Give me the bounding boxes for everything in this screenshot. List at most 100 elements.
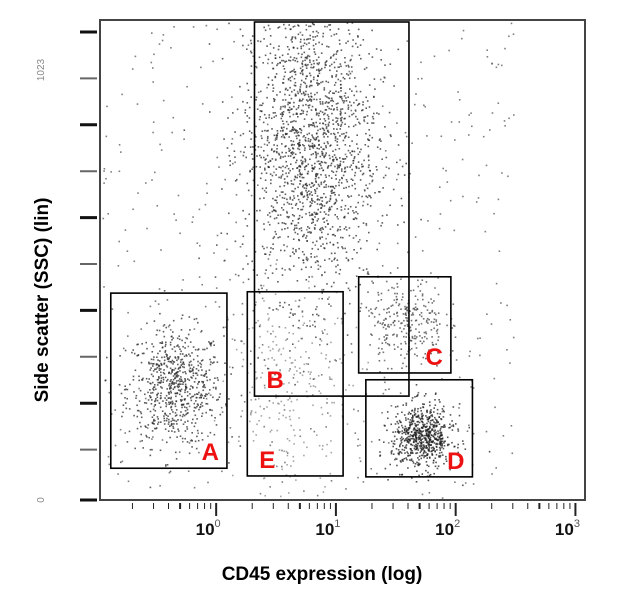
data-point bbox=[250, 50, 252, 53]
data-point bbox=[129, 383, 131, 386]
data-point bbox=[400, 440, 402, 442]
data-point bbox=[340, 317, 343, 320]
data-point bbox=[320, 81, 322, 84]
data-point bbox=[275, 199, 278, 202]
data-point bbox=[127, 311, 129, 314]
data-point bbox=[347, 74, 350, 76]
data-point bbox=[267, 166, 270, 169]
data-point bbox=[408, 438, 410, 441]
data-point bbox=[337, 218, 339, 220]
data-point bbox=[308, 383, 311, 385]
data-point bbox=[388, 311, 390, 313]
data-point bbox=[294, 81, 297, 84]
data-point bbox=[347, 108, 350, 110]
data-point bbox=[324, 259, 326, 261]
data-point bbox=[144, 402, 146, 404]
data-point bbox=[291, 199, 294, 201]
data-point bbox=[386, 311, 388, 314]
data-point bbox=[313, 211, 316, 214]
data-point bbox=[458, 414, 461, 417]
data-point bbox=[290, 180, 293, 182]
data-point bbox=[458, 99, 461, 101]
data-point bbox=[293, 84, 296, 87]
data-point bbox=[405, 417, 407, 419]
data-point bbox=[267, 277, 269, 279]
data-point bbox=[192, 395, 195, 398]
data-point bbox=[324, 123, 327, 126]
data-point bbox=[290, 424, 292, 427]
data-point bbox=[280, 126, 283, 129]
data-point bbox=[372, 117, 375, 120]
data-point bbox=[300, 109, 303, 112]
data-point bbox=[316, 494, 319, 497]
data-point bbox=[351, 45, 354, 48]
data-point bbox=[294, 175, 296, 178]
data-point bbox=[433, 432, 436, 435]
data-point bbox=[287, 101, 290, 104]
data-point bbox=[289, 350, 291, 352]
data-point bbox=[183, 355, 186, 358]
data-point bbox=[309, 158, 311, 161]
data-point bbox=[332, 54, 335, 57]
data-point bbox=[387, 479, 389, 481]
data-point bbox=[392, 334, 394, 336]
data-point bbox=[314, 201, 316, 203]
data-point bbox=[158, 329, 161, 332]
data-point bbox=[282, 59, 285, 62]
data-point bbox=[319, 122, 321, 125]
data-point bbox=[341, 320, 343, 323]
data-point bbox=[402, 460, 404, 462]
data-point bbox=[438, 423, 441, 425]
data-point bbox=[422, 454, 424, 457]
data-point bbox=[305, 390, 308, 393]
data-point bbox=[314, 224, 317, 226]
data-point bbox=[449, 455, 452, 457]
data-point bbox=[276, 465, 278, 468]
data-point bbox=[424, 429, 427, 431]
data-point bbox=[332, 233, 335, 236]
data-point bbox=[424, 105, 426, 108]
data-point bbox=[280, 166, 282, 169]
data-point bbox=[196, 374, 199, 376]
data-point bbox=[266, 154, 269, 157]
data-point bbox=[357, 476, 359, 479]
data-point bbox=[201, 415, 203, 417]
data-point bbox=[299, 164, 301, 167]
data-point bbox=[298, 239, 301, 242]
data-point bbox=[161, 342, 164, 344]
gate-c bbox=[357, 275, 452, 374]
data-point bbox=[315, 153, 317, 156]
data-point bbox=[308, 193, 311, 196]
data-point bbox=[416, 308, 419, 310]
data-point bbox=[352, 237, 355, 239]
data-point bbox=[284, 27, 287, 30]
data-point bbox=[308, 132, 311, 135]
data-point bbox=[291, 90, 293, 93]
data-point bbox=[424, 353, 426, 355]
data-point bbox=[308, 276, 310, 278]
data-point bbox=[200, 363, 203, 366]
data-point bbox=[391, 286, 393, 289]
data-point bbox=[172, 411, 174, 413]
data-point bbox=[387, 323, 390, 326]
data-point bbox=[418, 323, 420, 326]
data-point bbox=[331, 155, 334, 158]
data-point bbox=[282, 129, 284, 132]
data-point bbox=[335, 360, 337, 362]
data-point bbox=[255, 96, 258, 99]
data-point bbox=[276, 130, 279, 132]
data-point bbox=[145, 434, 147, 437]
data-point bbox=[277, 27, 279, 29]
data-point bbox=[334, 165, 336, 168]
data-point bbox=[297, 340, 300, 342]
data-point bbox=[276, 429, 279, 432]
data-point bbox=[450, 121, 453, 123]
data-point bbox=[293, 229, 295, 231]
data-point bbox=[426, 319, 428, 322]
data-point bbox=[261, 372, 264, 374]
data-point bbox=[274, 209, 277, 212]
data-point bbox=[197, 349, 199, 351]
data-point bbox=[339, 117, 342, 120]
data-point bbox=[192, 346, 195, 348]
plot-frame bbox=[99, 19, 586, 501]
